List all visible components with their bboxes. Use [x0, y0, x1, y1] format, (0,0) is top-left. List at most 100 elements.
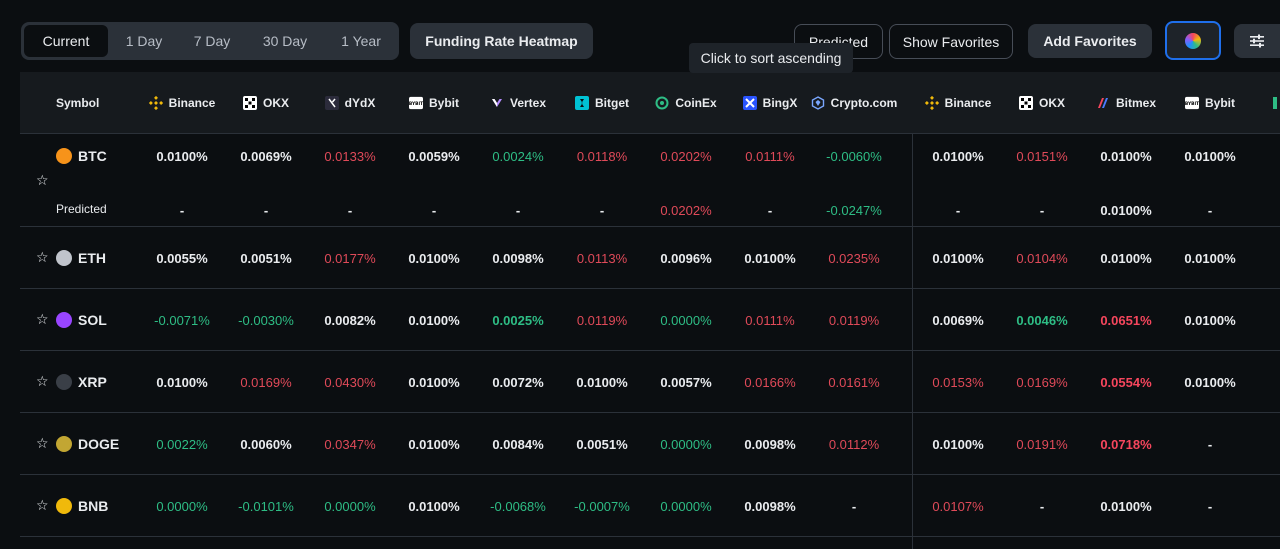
rate-cell: 0.0046%	[1016, 312, 1068, 328]
rate-cell: -0.0068%	[490, 498, 546, 514]
favorite-star-icon[interactable]: ☆	[36, 311, 49, 327]
favorite-star-icon[interactable]: ☆	[36, 497, 49, 513]
column-header-okx-10[interactable]: OKX	[1000, 72, 1084, 134]
rate-cell: 0.0119%	[576, 312, 628, 328]
column-header-dydx-2[interactable]: dYdX	[308, 72, 392, 134]
column-header-label: BingX	[762, 96, 798, 110]
rate-cell: 0.0100%	[1184, 148, 1236, 164]
rate-cell: 0.0069%	[932, 312, 984, 328]
column-header-binance-9[interactable]: Binance	[916, 72, 1000, 134]
column-header-label: Bybit	[429, 96, 459, 110]
rate-cell: 0.0100%	[1100, 498, 1152, 514]
period-tab-7-day[interactable]: 7 Day	[193, 33, 231, 49]
show-favorites-button[interactable]: Show Favorites	[889, 24, 1013, 59]
table-row-btc: ☆ BTC 0.0100% 0.0069% 0.0133% 0.0059% 0.0024% 0…	[20, 134, 1280, 227]
predicted-rate-cell: -	[767, 202, 773, 218]
column-header-label: dYdX	[344, 96, 376, 110]
symbol-cell[interactable]: SOL	[56, 289, 107, 351]
predicted-rate-cell: -	[599, 202, 605, 218]
rate-cell: 0.0057%	[660, 374, 712, 390]
rate-cell: 0.0100%	[408, 498, 460, 514]
symbol-cell[interactable]: BNB	[56, 475, 108, 537]
symbol-header-label: Symbol	[56, 96, 100, 110]
column-header-label: OKX	[1038, 96, 1065, 110]
predicted-rate-cell: -	[347, 202, 353, 218]
period-tab-30-day[interactable]: 30 Day	[262, 33, 308, 49]
symbol-label: BTC	[78, 148, 107, 164]
column-header-okx-1[interactable]: OKX	[224, 72, 308, 134]
sol-coin-icon	[56, 312, 72, 328]
svg-text:BYBIT: BYBIT	[409, 101, 423, 107]
column-header-vertex-4[interactable]: Vertex	[476, 72, 560, 134]
column-header-bitmex-11[interactable]: Bitmex	[1084, 72, 1168, 134]
table-row-xrp: ☆ XRP 0.0100% 0.0169% 0.0430% 0.0100% 0.0072% 0…	[20, 351, 1280, 413]
rate-cell: -	[1207, 436, 1213, 452]
period-tab-1-year[interactable]: 1 Year	[341, 33, 381, 49]
bybit-icon: BYBIT	[409, 96, 423, 110]
rate-cell: 0.0161%	[828, 374, 880, 390]
column-header-coinex-6[interactable]: CoinEx	[644, 72, 728, 134]
add-favorites-label: Add Favorites	[1043, 33, 1137, 49]
coinex-icon	[655, 96, 669, 110]
column-header-label: Bitmex	[1115, 96, 1156, 110]
rate-cell: 0.0100%	[1100, 148, 1152, 164]
column-header-label: Binance	[944, 96, 992, 110]
rate-cell: 0.0202%	[660, 148, 712, 164]
symbol-label: BNB	[78, 498, 109, 514]
symbol-cell[interactable]: BTC	[56, 144, 107, 168]
symbol-label: XRP	[78, 374, 107, 390]
rate-cell: 0.0111%	[745, 148, 795, 164]
bybit-icon: BYBIT	[1185, 96, 1199, 110]
rate-cell: 0.0111%	[745, 312, 795, 328]
add-favorites-button[interactable]: Add Favorites	[1028, 24, 1152, 58]
settings-button[interactable]	[1234, 24, 1280, 58]
predicted-rate-cell: -	[263, 202, 269, 218]
favorite-star-icon[interactable]: ☆	[36, 172, 49, 188]
column-divider	[912, 134, 913, 549]
rate-cell: 0.0100%	[408, 374, 460, 390]
predicted-rate-cell: -	[1207, 202, 1213, 218]
rate-cell: 0.0100%	[408, 250, 460, 266]
table-row-bnb: ☆ BNB 0.0000% -0.0101% 0.0000% 0.0100% -0.0068…	[20, 475, 1280, 537]
rate-cell: 0.0000%	[660, 312, 712, 328]
period-tab-current[interactable]: Current	[24, 25, 108, 57]
column-header-binance-0[interactable]: Binance	[140, 72, 224, 134]
symbol-cell[interactable]: ETH	[56, 227, 106, 289]
symbol-cell[interactable]: XRP	[56, 351, 107, 413]
toolbar: Current 1 Day 7 Day 30 Day 1 Year Funding Ra…	[0, 0, 1280, 72]
period-tab-1-day[interactable]: 1 Day	[125, 33, 163, 49]
column-header-bitget-5[interactable]: Bitget	[560, 72, 644, 134]
table-row-doge: ☆ DOGE 0.0022% 0.0060% 0.0347% 0.0100% 0.0084%…	[20, 413, 1280, 475]
column-header-bybit-3[interactable]: BYBIT Bybit	[392, 72, 476, 134]
binance-icon	[924, 96, 939, 110]
symbol-cell[interactable]: DOGE	[56, 413, 119, 475]
rate-cell: -	[851, 498, 857, 514]
favorite-star-icon[interactable]: ☆	[36, 373, 49, 389]
favorite-star-icon[interactable]: ☆	[36, 435, 49, 451]
rate-cell: 0.0235%	[828, 250, 880, 266]
table-row-eth: ☆ ETH 0.0055% 0.0051% 0.0177% 0.0100% 0.0098% 0…	[20, 227, 1280, 289]
favorite-star-icon[interactable]: ☆	[36, 249, 49, 265]
period-selector: Current 1 Day 7 Day 30 Day 1 Year	[21, 22, 399, 60]
column-header-bingx-7[interactable]: BingX	[728, 72, 812, 134]
btc-coin-icon	[56, 148, 72, 164]
column-header-label: Crypto.com	[830, 96, 898, 110]
column-header-cryptocom-8[interactable]: Crypto.com	[811, 72, 898, 134]
predicted-rate-cell: 0.0100%	[1100, 202, 1152, 218]
rate-cell: 0.0000%	[156, 498, 208, 514]
xrp-coin-icon	[56, 374, 72, 390]
rate-cell: 0.0000%	[324, 498, 376, 514]
rate-cell: 0.0100%	[1184, 374, 1236, 390]
color-mode-button[interactable]	[1165, 21, 1221, 60]
rate-cell: 0.0082%	[324, 312, 376, 328]
rate-cell: 0.0347%	[324, 436, 376, 452]
symbol-column-header[interactable]: Symbol	[20, 72, 140, 134]
rate-cell: 0.0119%	[828, 312, 880, 328]
okx-icon	[1018, 96, 1033, 110]
bitget-icon	[575, 96, 589, 110]
column-header-bybit-12[interactable]: BYBIT Bybit	[1168, 72, 1252, 134]
rate-cell: 0.0100%	[408, 312, 460, 328]
funding-rate-heatmap-button[interactable]: Funding Rate Heatmap	[410, 23, 593, 59]
rate-cell: 0.0022%	[156, 436, 208, 452]
